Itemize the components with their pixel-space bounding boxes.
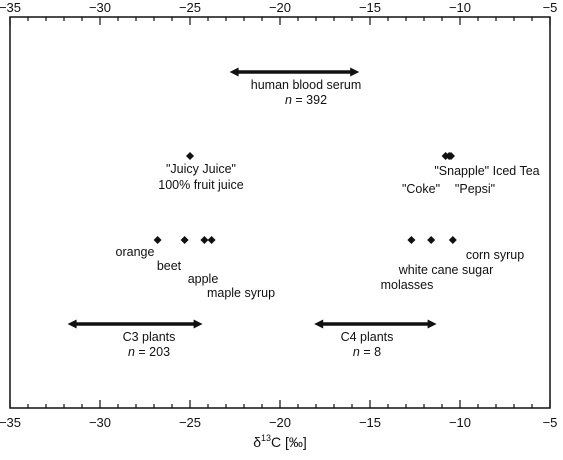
- annotations: human blood serum n = 392 "Juicy Juice" …: [116, 78, 540, 359]
- tick-label-bottom: −5: [543, 415, 558, 430]
- tick-label-bottom: −15: [359, 415, 381, 430]
- point-juicy-juice-100-fruit-juice: [186, 152, 194, 160]
- label-snapple: "Snapple" Iced Tea: [434, 164, 539, 178]
- label-coke: "Coke": [402, 182, 440, 196]
- point-maple-syrup: [207, 236, 216, 244]
- point-corn-syrup: [448, 236, 457, 244]
- tick-label-top: −5: [543, 0, 558, 15]
- label-c4-plants: C4 plants: [341, 330, 394, 344]
- label-corn-syrup: corn syrup: [466, 248, 524, 262]
- label-white-cane-sugar: white cane sugar: [398, 263, 494, 277]
- axis-ticks: [9, 17, 551, 408]
- label-c3-plants: C3 plants: [123, 330, 176, 344]
- label-orange: orange: [116, 245, 155, 259]
- tick-label-bottom: −35: [0, 415, 21, 430]
- point-orange: [153, 236, 162, 244]
- label-fruit-juice: 100% fruit juice: [158, 178, 244, 192]
- tick-label-bottom: −10: [449, 415, 471, 430]
- label-c4-n-value: = 8: [360, 345, 381, 359]
- x-axis-title: δ13C [‰]: [253, 433, 307, 450]
- x-axis-title-sup: 13: [261, 433, 271, 443]
- range-arrowhead-left: [314, 319, 324, 329]
- range-arrowhead-left: [229, 67, 239, 77]
- tick-label-top: −35: [0, 0, 21, 15]
- range-blood: [229, 67, 360, 77]
- point-apple: [200, 236, 209, 244]
- tick-label-bottom: −20: [269, 415, 291, 430]
- tick-label-top: −15: [359, 0, 381, 15]
- label-beet: beet: [157, 259, 182, 273]
- label-juicy-juice: "Juicy Juice": [166, 162, 236, 176]
- tick-label-top: −30: [89, 0, 111, 15]
- x-axis-title-prefix: δ: [253, 434, 261, 450]
- range-arrowhead-left: [67, 319, 77, 329]
- point-white-cane-sugar: [427, 236, 436, 244]
- range-arrowhead-right: [427, 319, 437, 329]
- label-maple-syrup: maple syrup: [207, 286, 275, 300]
- plot-frame: [9, 16, 551, 409]
- point-beet: [180, 236, 189, 244]
- range-c4: [314, 319, 437, 329]
- tick-label-top: −25: [179, 0, 201, 15]
- label-apple: apple: [188, 272, 219, 286]
- range-arrowhead-right: [193, 319, 203, 329]
- point-molasses: [407, 236, 416, 244]
- point-pepsi: [447, 152, 455, 160]
- data-points: [153, 152, 457, 244]
- label-molasses: molasses: [381, 278, 434, 292]
- label-blood-serum-n: n = 392: [285, 93, 327, 107]
- label-c4-n: n = 8: [353, 345, 381, 359]
- range-bars: [67, 67, 437, 329]
- label-c3-n: n = 203: [128, 345, 170, 359]
- tick-label-top: −20: [269, 0, 291, 15]
- label-pepsi: "Pepsi": [455, 182, 495, 196]
- tick-label-bottom: −25: [179, 415, 201, 430]
- tick-label-bottom: −30: [89, 415, 111, 430]
- point-coke: [441, 152, 450, 160]
- label-c3-n-value: = 203: [135, 345, 170, 359]
- label-blood-serum: human blood serum: [251, 78, 361, 92]
- label-blood-serum-n-value: = 392: [292, 93, 327, 107]
- range-c3: [67, 319, 203, 329]
- tick-label-top: −10: [449, 0, 471, 15]
- range-arrowhead-right: [350, 67, 360, 77]
- x-axis-title-suffix: C [‰]: [271, 434, 307, 450]
- axis-tick-labels: −35 −35 −30 −30 −25 −25 −20 −20 −15 −15 −10 −10 −5 −5: [0, 0, 557, 430]
